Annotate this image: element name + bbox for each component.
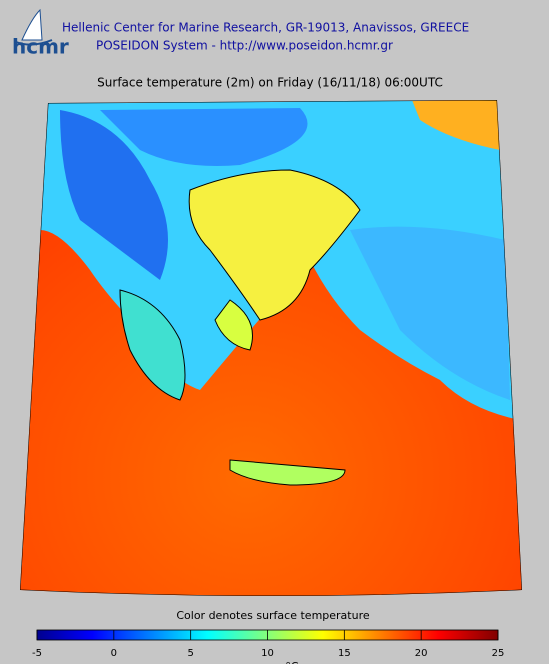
colorbar-tick-label: 5 <box>187 648 193 659</box>
colorbar-tick-label: 0 <box>111 648 117 659</box>
map-title: Surface temperature (2m) on Friday (16/1… <box>97 76 443 90</box>
logo: hcmr <box>12 8 69 59</box>
colorbar-ticks: -5 0 5 10 15 20 25 <box>32 630 504 659</box>
colorbar-tick-label: 20 <box>415 648 428 659</box>
header-line: Hellenic Center for Marine Research, GR-… <box>62 21 469 35</box>
colorbar-label: Color denotes surface temperature <box>176 609 370 622</box>
temperature-map <box>20 100 522 596</box>
colorbar-tick-label: 15 <box>338 648 351 659</box>
logo-text: hcmr <box>12 35 69 59</box>
colorbar-units: °C <box>285 660 299 664</box>
colorbar-tick-label: 25 <box>492 648 505 659</box>
colorbar-tick-label: -5 <box>32 648 42 659</box>
header-line: POSEIDON System - http://www.poseidon.hc… <box>96 39 393 53</box>
colorbar-tick-label: 10 <box>261 648 274 659</box>
